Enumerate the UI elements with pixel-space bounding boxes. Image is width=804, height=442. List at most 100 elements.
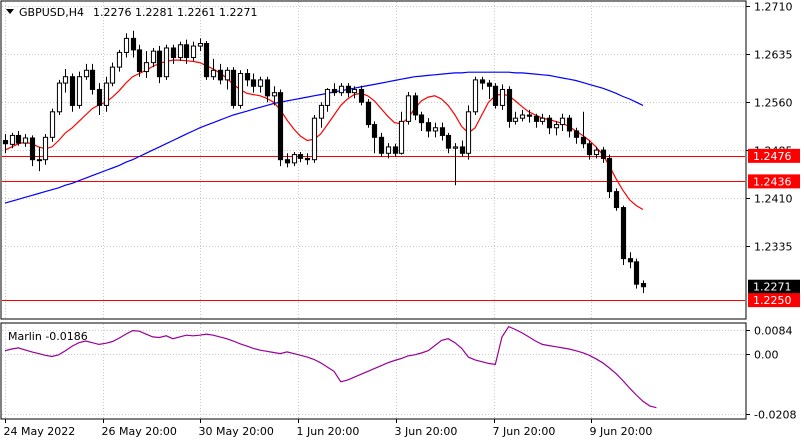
candle-bear [2, 140, 9, 145]
price-grid [2, 2, 745, 318]
candle-bull [150, 50, 157, 64]
candle-bull [291, 154, 298, 164]
price-tag-box [748, 279, 800, 294]
candle-bear [627, 258, 634, 263]
candle-bull [190, 45, 197, 59]
candle-bull [338, 85, 345, 94]
candle-bull [271, 92, 278, 97]
candle-bear [586, 143, 593, 156]
candle-bear [89, 69, 96, 90]
candle-bear [15, 134, 22, 144]
candle-bear [613, 191, 620, 209]
candle-bear [371, 124, 378, 138]
candle-bear [96, 88, 103, 106]
candle-bear [479, 79, 486, 84]
candle-bear [606, 157, 613, 193]
candle-bull [9, 134, 16, 145]
price-tag-box [748, 174, 800, 189]
price-tick-label: 1.2410 [754, 193, 793, 206]
candle-bear [250, 79, 257, 87]
candle-bear [29, 137, 36, 161]
candle-bull [593, 149, 600, 156]
indicator-tick-label: 0.00 [754, 349, 779, 362]
candle-bull [237, 72, 244, 106]
candle-bear [365, 101, 372, 126]
price-tag-box [748, 293, 800, 308]
candle-bear [378, 136, 385, 154]
candle-bear [492, 85, 499, 106]
indicator-pane-frame [0, 322, 747, 420]
candle-bull [385, 146, 392, 154]
time-tick-label: 7 Jun 20:00 [493, 425, 556, 438]
candle-bull [163, 47, 170, 78]
candle-bull [432, 127, 439, 132]
slow-moving-average [4, 71, 644, 204]
candle-bear [345, 85, 352, 94]
candle-bear [156, 50, 163, 78]
candle-bear [580, 136, 587, 145]
candle-bull [405, 95, 412, 122]
candle-bull [553, 124, 560, 129]
candle-bear [358, 88, 365, 103]
candle-bull [62, 76, 69, 84]
indicator-grid [2, 324, 745, 418]
candle-bull [318, 104, 325, 119]
candle-bull [519, 114, 526, 119]
candle-bull [42, 136, 49, 161]
time-tick-label: 30 May 20:00 [199, 425, 274, 438]
candle-bear [459, 146, 466, 154]
candle-bear [304, 157, 311, 161]
candle-bull [512, 117, 519, 122]
candle-bull [324, 88, 331, 106]
candle-bear [425, 122, 432, 132]
candle-bull [56, 82, 63, 113]
indicator-axis: 0.0084 0.00 -0.0208 [746, 325, 796, 422]
candle-bear [533, 115, 540, 122]
candle-bull [197, 42, 204, 47]
price-tag-label: 1.2271 [753, 281, 792, 294]
candle-bull [177, 44, 184, 59]
candle-bull [398, 120, 405, 154]
price-tick-label: 1.2710 [754, 1, 793, 14]
price-tick-label: 1.2560 [754, 97, 793, 110]
candle-bull [143, 62, 150, 73]
ohlc-readout: 1.2276 1.2281 1.2261 1.2271 [93, 6, 257, 19]
indicator-tick-label: -0.0208 [754, 409, 796, 422]
candle-bear [392, 146, 399, 154]
price-tag-label: 1.2250 [753, 294, 792, 307]
candle-bear [170, 47, 177, 59]
candle-bear [217, 69, 224, 81]
candle-bear [486, 82, 493, 87]
candle-bear [506, 88, 513, 122]
time-tick-label: 9 Jun 20:00 [590, 425, 653, 438]
candlesticks [2, 30, 647, 294]
candle-bear [620, 207, 627, 260]
candle-bear [573, 130, 580, 138]
marlin-line [4, 325, 657, 409]
candle-bear [277, 92, 284, 161]
candle-bear [297, 154, 304, 159]
candle-bull [36, 159, 43, 162]
candle-bear [130, 37, 137, 51]
candle-bull [83, 69, 90, 78]
candle-bear [412, 95, 419, 116]
triangle-down-icon[interactable] [6, 9, 14, 14]
marlin-series-line [4, 325, 657, 409]
candle-bull [76, 76, 83, 106]
candle-bear [244, 72, 251, 81]
candle-bear [418, 114, 425, 124]
candle-bull [103, 82, 110, 106]
candle-bull [472, 79, 479, 113]
time-tick-label: 3 Jun 20:00 [395, 425, 458, 438]
price-tag-box [748, 148, 800, 163]
candle-bear [439, 127, 446, 136]
candle-bull [351, 88, 358, 94]
candle-bull [116, 51, 123, 68]
candle-bull [257, 79, 264, 87]
candle-bear [136, 49, 143, 73]
indicator-title: Marlin -0.0186 [8, 330, 88, 343]
candle-bull [311, 117, 318, 161]
candle-bear [230, 69, 237, 106]
